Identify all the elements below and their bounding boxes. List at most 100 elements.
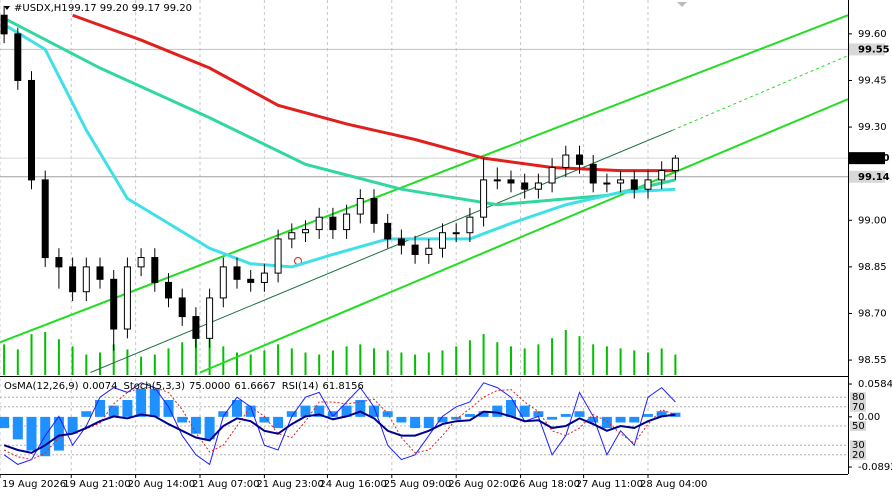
candle-body <box>617 179 625 184</box>
candle-body <box>315 216 323 231</box>
histogram-bar <box>410 416 421 429</box>
histogram-bar <box>0 416 10 429</box>
histogram-bar <box>300 405 311 417</box>
volume-bar <box>496 342 499 375</box>
volume-bar <box>3 344 6 375</box>
volume-bar <box>633 350 636 375</box>
indicator-value: 75.0000 <box>189 381 230 392</box>
histogram-bar <box>451 416 462 420</box>
volume-bar <box>194 334 197 375</box>
histogram-bar <box>136 388 147 417</box>
candle-body <box>548 166 556 184</box>
histogram-bar <box>286 411 297 417</box>
candle-body <box>452 232 460 235</box>
candle-body <box>69 266 77 293</box>
volume-bar <box>167 348 170 375</box>
volume-bar <box>304 352 307 375</box>
volume-bar <box>509 346 512 375</box>
volume-bar <box>222 346 225 375</box>
scroll-marker <box>677 2 687 7</box>
candle-body <box>192 316 200 339</box>
moving-average <box>3 23 676 269</box>
candle-body <box>82 266 90 293</box>
candle-body <box>521 182 529 190</box>
volume-bar <box>140 356 143 375</box>
histogram-bar <box>355 399 366 417</box>
histogram-bar <box>533 411 544 417</box>
x-tick-label: 20 Aug 14:00 <box>128 479 195 490</box>
candle-body <box>288 232 296 240</box>
volume-bar <box>386 350 389 375</box>
y-tick-label: 0.0584 <box>858 379 892 390</box>
y-tick-label: 98.55 <box>858 355 887 366</box>
indicator-value: 61.8156 <box>323 381 364 392</box>
volume-bar <box>372 348 375 375</box>
volume-bar <box>578 336 581 375</box>
histogram-bar <box>560 414 571 417</box>
histogram-bar <box>574 411 585 417</box>
volume-bar <box>57 339 60 375</box>
y2-tick-label: 70 <box>852 402 865 413</box>
menu-arrow <box>4 6 10 10</box>
histogram-bar <box>273 416 284 429</box>
x-tick-label: 19 Aug 21:00 <box>63 479 130 490</box>
histogram-bar <box>629 416 640 423</box>
level-label-box <box>850 392 866 403</box>
candle-body <box>343 213 351 231</box>
volume-bar <box>523 348 526 375</box>
volume-bar <box>400 352 403 375</box>
candle-body <box>562 154 570 168</box>
histogram-bar <box>478 411 489 417</box>
histogram-bar <box>218 411 229 417</box>
candle-body <box>233 266 241 280</box>
y2-tick-label: 50 <box>852 421 865 432</box>
histogram-bar <box>423 416 434 429</box>
candle-body <box>384 222 392 240</box>
x-tick-label: 21 Aug 07:00 <box>192 479 259 490</box>
level-label-box <box>850 421 866 431</box>
volume-bar <box>71 346 74 375</box>
histogram-bar <box>327 411 338 417</box>
candle-body <box>110 278 118 330</box>
candle-body <box>247 278 255 283</box>
volume-bar <box>605 346 608 375</box>
x-tick-label: 21 Aug 23:00 <box>256 479 323 490</box>
y-tick-label: -0.0892 <box>858 462 892 473</box>
histogram-bar <box>492 405 503 417</box>
histogram-bar <box>341 405 352 417</box>
histogram-bar <box>81 411 92 417</box>
volume-bar <box>427 352 430 375</box>
histogram-bar <box>12 416 23 440</box>
volume-bar <box>181 342 184 375</box>
candle-body <box>55 257 63 268</box>
trendline <box>672 55 849 131</box>
volume-bar <box>153 354 156 375</box>
histogram-bar <box>547 416 558 420</box>
volume-bar <box>331 350 334 375</box>
candle-body <box>425 247 433 255</box>
candle-body <box>397 238 405 246</box>
y2-tick-label: 80 <box>852 392 865 403</box>
candle-body <box>41 179 49 259</box>
volume-bar <box>592 344 595 375</box>
candle-body <box>438 232 446 249</box>
indicator-line <box>3 410 676 454</box>
candle-body <box>137 257 145 268</box>
x-tick-label: 19 Aug 2026 <box>2 479 66 490</box>
level-label-box <box>850 401 866 412</box>
histogram-bar <box>245 405 256 417</box>
volume-bar <box>455 346 458 375</box>
candle-body <box>671 157 679 172</box>
y-tick-label: 99.60 <box>858 29 887 40</box>
histogram-bar <box>642 414 653 417</box>
volume-bar <box>482 334 485 375</box>
moving-average <box>72 13 676 173</box>
price-label-box <box>849 152 885 165</box>
histogram-bar <box>519 405 530 417</box>
indicator-value: 0.0074 <box>83 381 118 392</box>
indicator-name: Stoch(5,3,3) <box>124 381 186 392</box>
histogram-bar <box>95 399 106 417</box>
candle-body <box>630 179 638 190</box>
y-tick-label: 99.00 <box>858 215 887 226</box>
indicator-name: RSI(14) <box>282 381 319 392</box>
